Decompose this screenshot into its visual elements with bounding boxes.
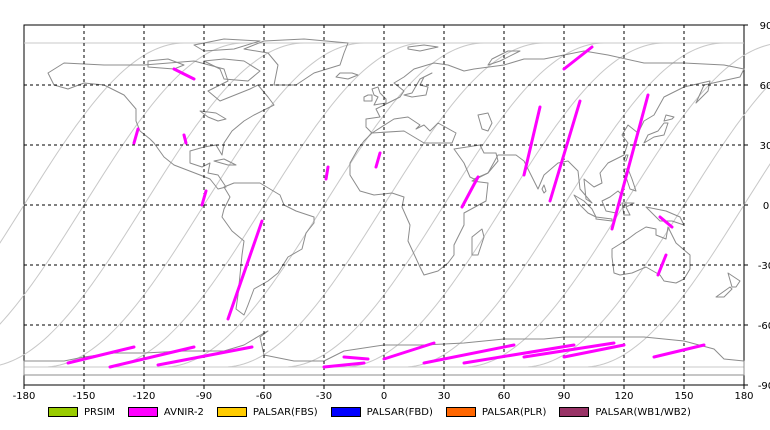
avnir2-swath bbox=[374, 151, 382, 169]
avnir2-swath bbox=[66, 345, 136, 365]
lat-tick-label: -90 bbox=[758, 381, 770, 392]
landmass-japan bbox=[643, 122, 669, 144]
lat-tick-label: -60 bbox=[758, 321, 770, 332]
avnir2-swath bbox=[182, 133, 188, 145]
legend-item: PALSAR(PLR) bbox=[445, 406, 547, 418]
legend-item: PRSIM bbox=[48, 407, 115, 418]
lon-tick-label: 0 bbox=[381, 391, 387, 400]
landmass-new-guinea bbox=[645, 206, 685, 226]
landmass-arabia bbox=[453, 144, 499, 180]
landmass-cuba bbox=[213, 158, 237, 166]
lon-tick-label: 120 bbox=[614, 391, 633, 400]
legend-swatch bbox=[559, 407, 590, 417]
avnir2-swath bbox=[382, 341, 436, 361]
avnir2-swath bbox=[324, 165, 330, 181]
avnir2-swath bbox=[108, 345, 196, 369]
legend-swatch bbox=[127, 407, 158, 417]
lat-tick-label: -30 bbox=[758, 261, 770, 272]
avnir2-swath bbox=[610, 93, 650, 231]
avnir2-swath bbox=[156, 345, 254, 367]
landmass-africa-eurasia bbox=[349, 50, 745, 276]
landmass-new-zealand-south bbox=[715, 286, 733, 298]
legend-item: AVNIR-2 bbox=[127, 406, 204, 418]
legend-swatch bbox=[48, 407, 78, 417]
lon-tick-label: -90 bbox=[196, 391, 212, 400]
avnir2-swath bbox=[462, 343, 576, 365]
lon-tick-label: -120 bbox=[133, 391, 156, 400]
graticule bbox=[24, 25, 744, 385]
legend-label: PALSAR(WB1/WB2) bbox=[595, 406, 691, 418]
avnir2-acquisitions bbox=[66, 45, 706, 369]
lon-tick-label: 30 bbox=[438, 391, 451, 400]
landmass-victoria-island bbox=[147, 58, 185, 70]
avnir2-swath bbox=[200, 189, 208, 207]
landmass-iceland bbox=[335, 72, 359, 80]
legend: PRSIM AVNIR-2 PALSAR(FBS) PALSAR(FBD) PALSAR… bbox=[48, 404, 704, 420]
avnir2-swath bbox=[422, 343, 516, 365]
legend-label: PALSAR(FBS) bbox=[252, 406, 318, 418]
landmass-svalbard bbox=[407, 44, 439, 52]
avnir2-swath bbox=[522, 105, 542, 177]
landmass-antarctica bbox=[23, 330, 745, 376]
lon-tick-label: -60 bbox=[256, 391, 272, 400]
lat-tick-label: 30 bbox=[760, 141, 770, 152]
landmass-greenland bbox=[243, 38, 349, 86]
avnir2-swath bbox=[322, 361, 366, 369]
legend-item: PALSAR(FBD) bbox=[330, 406, 433, 418]
avnir2-swath bbox=[172, 67, 196, 81]
landmass-uk bbox=[371, 86, 387, 106]
landmass-baffin-island bbox=[203, 58, 261, 82]
avnir2-swath bbox=[548, 99, 582, 203]
avnir2-swath bbox=[132, 127, 140, 145]
caspian-sea bbox=[477, 112, 493, 132]
avnir2-swath bbox=[562, 45, 594, 71]
landmass-madagascar bbox=[471, 228, 485, 256]
landmass-sri-lanka bbox=[541, 184, 547, 194]
legend-item: PALSAR(WB1/WB2) bbox=[559, 407, 691, 418]
avnir2-swath bbox=[460, 175, 480, 209]
lon-tick-label: -30 bbox=[316, 391, 332, 400]
axis-ticks: -180 -150 -120 -90 -60 -30 0 30 60 90 120 150 180 90 6… bbox=[13, 21, 770, 400]
lon-tick-label: 150 bbox=[674, 391, 693, 400]
coastlines bbox=[23, 38, 745, 376]
avnir2-swath bbox=[562, 343, 626, 359]
lon-tick-label: -180 bbox=[13, 391, 36, 400]
avnir2-swath bbox=[656, 253, 668, 277]
landmass-australia bbox=[611, 226, 691, 284]
legend-swatch bbox=[216, 407, 247, 417]
lon-tick-label: -150 bbox=[73, 391, 96, 400]
landmass-novaya-zemlya bbox=[487, 50, 521, 66]
landmass-java bbox=[595, 216, 613, 222]
lat-tick-label: 60 bbox=[760, 81, 770, 92]
legend-item: PALSAR(FBS) bbox=[216, 406, 318, 418]
avnir2-swath bbox=[226, 219, 264, 321]
lat-tick-label: 90 bbox=[760, 21, 770, 32]
avnir2-swath bbox=[522, 341, 616, 359]
legend-label: PALSAR(FBD) bbox=[366, 406, 433, 418]
mediterranean bbox=[371, 116, 457, 144]
landmass-taiwan bbox=[623, 154, 629, 162]
landmass-new-zealand bbox=[727, 272, 741, 288]
legend-swatch bbox=[330, 407, 361, 417]
landmass-ellesmere-island bbox=[193, 38, 261, 52]
great-lakes bbox=[199, 110, 227, 122]
avnir2-swath bbox=[652, 343, 706, 359]
avnir2-swath bbox=[658, 215, 674, 229]
legend-label: PRSIM bbox=[84, 406, 115, 418]
lat-tick-label: 0 bbox=[763, 201, 769, 212]
legend-label: AVNIR-2 bbox=[163, 406, 204, 418]
baltic-coast bbox=[403, 72, 433, 98]
landmass-hokkaido bbox=[663, 114, 675, 122]
landmass-south-america bbox=[221, 182, 315, 316]
legend-swatch bbox=[445, 407, 476, 417]
landmass-ireland bbox=[363, 94, 373, 102]
world-map: -180 -150 -120 -90 -60 -30 0 30 60 90 120 150 180 90 6… bbox=[0, 21, 770, 400]
lon-tick-label: 180 bbox=[734, 391, 753, 400]
legend-label: PALSAR(PLR) bbox=[481, 406, 547, 418]
lon-tick-label: 60 bbox=[498, 391, 511, 400]
landmass-north-america bbox=[47, 60, 275, 190]
lon-tick-label: 90 bbox=[558, 391, 571, 400]
avnir2-swath bbox=[342, 355, 370, 361]
